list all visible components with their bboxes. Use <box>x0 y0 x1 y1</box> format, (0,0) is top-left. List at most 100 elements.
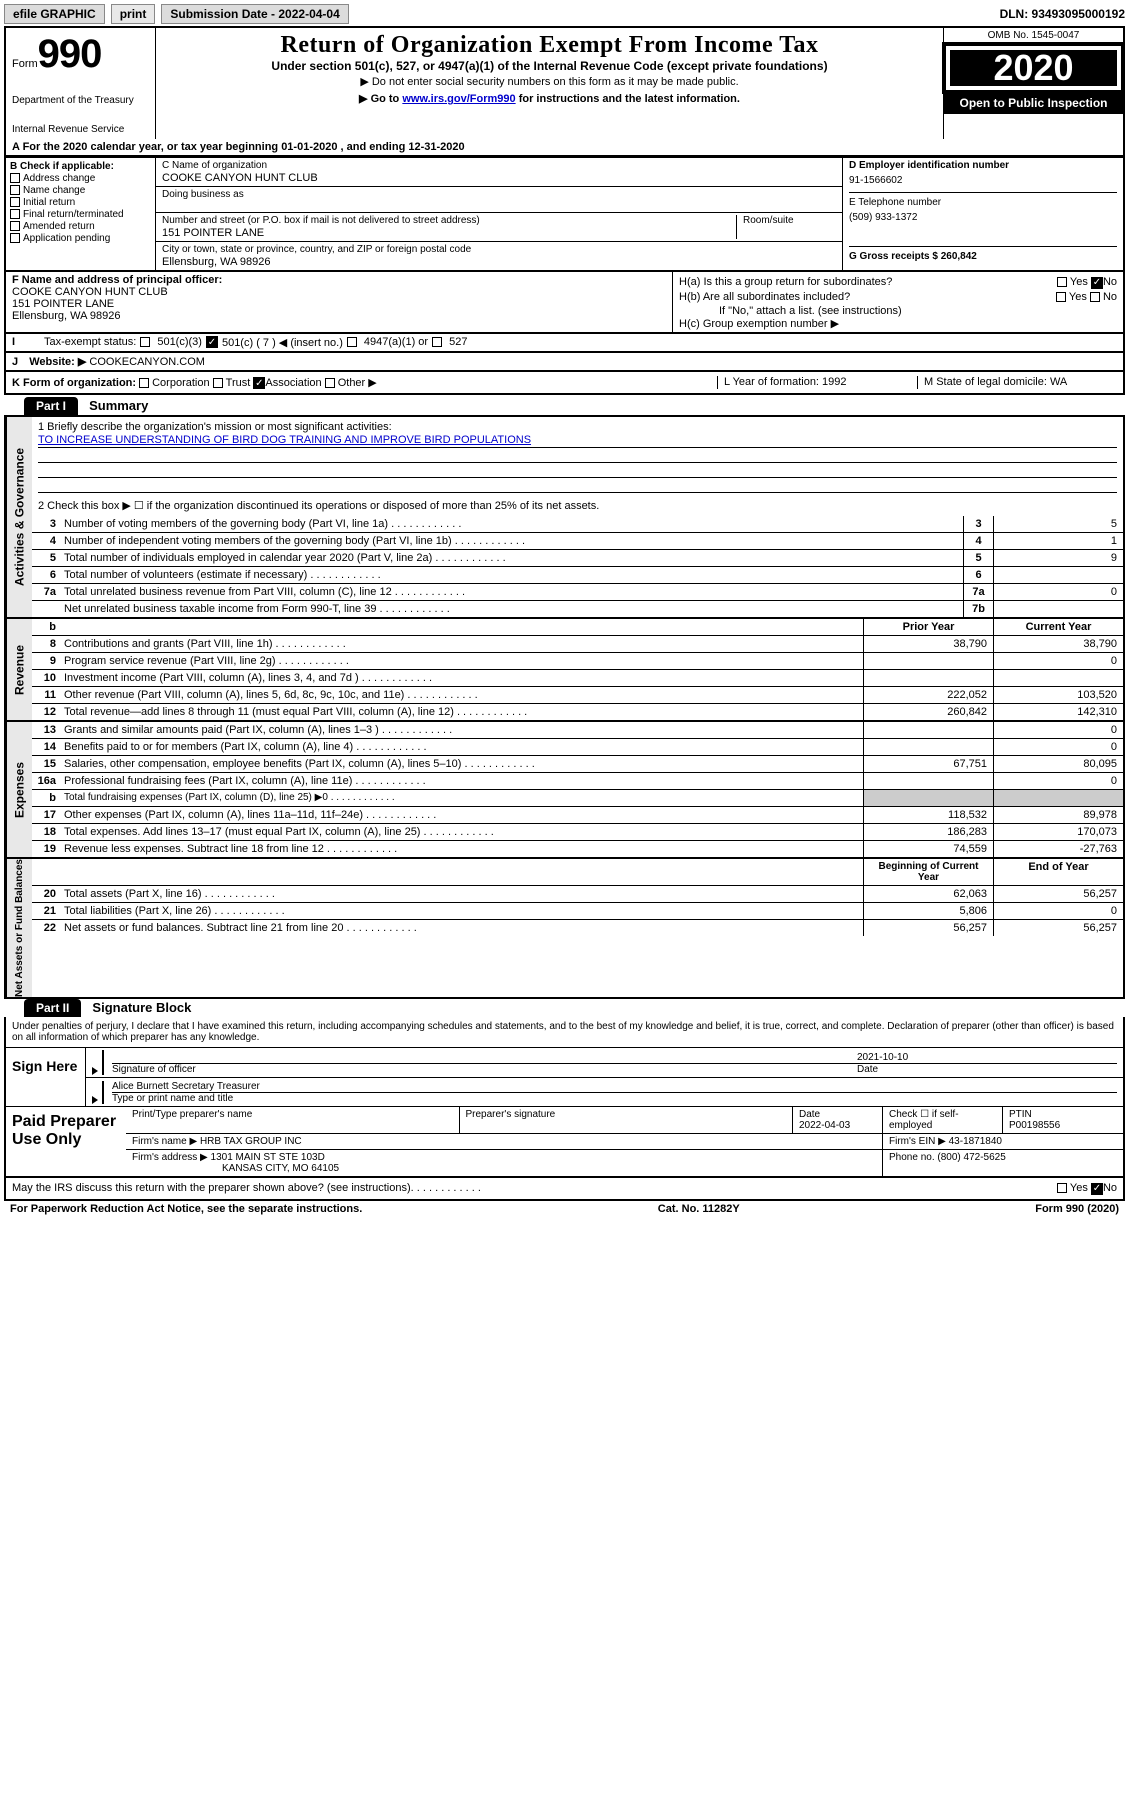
col-deg: D Employer identification number 91-1566… <box>843 158 1123 270</box>
gov-row: Net unrelated business taxable income fr… <box>32 601 1123 617</box>
ssn-note: ▶ Do not enter social security numbers o… <box>166 75 933 88</box>
name-title-label: Type or print name and title <box>112 1093 1117 1104</box>
fin-row: 12Total revenue—add lines 8 through 11 (… <box>32 704 1123 720</box>
col-b-checkboxes: B Check if applicable: Address change Na… <box>6 158 156 270</box>
print-button[interactable]: print <box>111 4 156 24</box>
row-fh: F Name and address of principal officer:… <box>4 272 1125 334</box>
discuss-row: May the IRS discuss this return with the… <box>4 1178 1125 1201</box>
website: COOKECANYON.COM <box>89 356 205 368</box>
preparer-sig-label: Preparer's signature <box>460 1107 794 1133</box>
phone: (509) 933-1372 <box>849 212 1117 223</box>
chk-assoc[interactable]: ✓ <box>253 377 265 389</box>
part1-header: Part I <box>24 397 78 415</box>
header-mid: Return of Organization Exempt From Incom… <box>156 28 943 139</box>
irs-link[interactable]: www.irs.gov/Form990 <box>402 93 515 105</box>
chk-527[interactable] <box>432 337 442 347</box>
form-number: 990 <box>38 32 102 76</box>
gov-row: 6Total number of volunteers (estimate if… <box>32 567 1123 584</box>
chk-initial[interactable] <box>10 197 20 207</box>
submission-date: Submission Date - 2022-04-04 <box>161 4 348 24</box>
chk-other[interactable] <box>325 378 335 388</box>
dept-treasury: Department of the Treasury <box>12 95 149 106</box>
chk-4947[interactable] <box>347 337 357 347</box>
city-label: City or town, state or province, country… <box>162 244 836 255</box>
form-header: Form990 Department of the Treasury Inter… <box>4 26 1125 139</box>
fin-row: 15Salaries, other compensation, employee… <box>32 756 1123 773</box>
tax-year: 2020 <box>946 46 1121 90</box>
col-b-title: B Check if applicable: <box>10 161 151 172</box>
sidebar-expenses: Expenses <box>6 722 32 857</box>
ha-yes[interactable] <box>1057 277 1067 287</box>
begin-year-header: Beginning of Current Year <box>863 859 993 885</box>
sidebar-governance: Activities & Governance <box>6 417 32 617</box>
sig-arrow-icon <box>92 1067 98 1075</box>
hc-label: H(c) Group exemption number ▶ <box>679 317 1117 330</box>
header-left: Form990 Department of the Treasury Inter… <box>6 28 156 139</box>
fin-row: 16aProfessional fundraising fees (Part I… <box>32 773 1123 790</box>
dba-label: Doing business as <box>162 189 836 200</box>
fin-row: 10Investment income (Part VIII, column (… <box>32 670 1123 687</box>
website-label: Website: ▶ <box>29 356 86 368</box>
paid-preparer-label: Paid Preparer Use Only <box>6 1107 126 1176</box>
room-label: Room/suite <box>743 215 836 226</box>
officer-name-title: Alice Burnett Secretary Treasurer <box>112 1081 1117 1093</box>
fin-row: bTotal fundraising expenses (Part IX, co… <box>32 790 1123 807</box>
chk-amended[interactable] <box>10 221 20 231</box>
chk-trust[interactable] <box>213 378 223 388</box>
fin-row: 17Other expenses (Part IX, column (A), l… <box>32 807 1123 824</box>
fin-row: 19Revenue less expenses. Subtract line 1… <box>32 841 1123 857</box>
firm-ein: 43-1871840 <box>949 1136 1002 1147</box>
gov-row: 3Number of voting members of the governi… <box>32 516 1123 533</box>
chk-name[interactable] <box>10 185 20 195</box>
gross-receipts: G Gross receipts $ 260,842 <box>849 251 1117 262</box>
tax-status-label: Tax-exempt status: <box>44 336 136 348</box>
sig-arrow2-icon <box>92 1096 98 1104</box>
open-inspection: Open to Public Inspection <box>944 92 1123 114</box>
addr: 151 POINTER LANE <box>162 227 736 239</box>
cat-no: Cat. No. 11282Y <box>658 1203 740 1215</box>
k-label: K Form of organization: <box>12 377 136 389</box>
summary-revenue: Revenue b Prior Year Current Year 8Contr… <box>4 619 1125 722</box>
discuss-no[interactable]: ✓ <box>1091 1183 1103 1195</box>
year-formation: L Year of formation: 1992 <box>717 376 917 390</box>
header-right: OMB No. 1545-0047 2020 Open to Public In… <box>943 28 1123 139</box>
ein: 91-1566602 <box>849 175 1117 186</box>
group-return: H(a) Is this a group return for subordin… <box>673 272 1123 332</box>
fin-row: 13Grants and similar amounts paid (Part … <box>32 722 1123 739</box>
officer-addr1: 151 POINTER LANE <box>12 298 666 310</box>
part2-title: Signature Block <box>92 1000 191 1015</box>
omb-number: OMB No. 1545-0047 <box>944 28 1123 44</box>
chk-corp[interactable] <box>139 378 149 388</box>
signature-block: Under penalties of perjury, I declare th… <box>4 1017 1125 1178</box>
chk-final[interactable] <box>10 209 20 219</box>
ha-label: H(a) Is this a group return for subordin… <box>679 276 892 289</box>
ha-no[interactable]: ✓ <box>1091 277 1103 289</box>
addr-label: Number and street (or P.O. box if mail i… <box>162 215 736 226</box>
gov-row: 5Total number of individuals employed in… <box>32 550 1123 567</box>
chk-501c[interactable]: ✓ <box>206 336 218 348</box>
chk-address[interactable] <box>10 173 20 183</box>
part1-title: Summary <box>89 398 148 413</box>
chk-pending[interactable] <box>10 233 20 243</box>
fin-row: 11Other revenue (Part VIII, column (A), … <box>32 687 1123 704</box>
self-employed: Check ☐ if self-employed <box>883 1107 1003 1133</box>
mission-block: 1 Briefly describe the organization's mi… <box>32 417 1123 516</box>
org-name: COOKE CANYON HUNT CLUB <box>162 172 836 184</box>
hb-yes[interactable] <box>1056 292 1066 302</box>
prior-year-header: Prior Year <box>863 619 993 635</box>
hb-note: If "No," attach a list. (see instruction… <box>679 305 1117 317</box>
efile-button[interactable]: efile GRAPHIC <box>4 4 105 24</box>
sidebar-revenue: Revenue <box>6 619 32 720</box>
principal-officer: F Name and address of principal officer:… <box>6 272 673 332</box>
paid-preparer: Paid Preparer Use Only Print/Type prepar… <box>6 1106 1123 1176</box>
hb-no[interactable] <box>1090 292 1100 302</box>
summary-net: Net Assets or Fund Balances Beginning of… <box>4 859 1125 999</box>
mission-text: TO INCREASE UNDERSTANDING OF BIRD DOG TR… <box>38 433 1117 448</box>
discuss-yes[interactable] <box>1057 1183 1067 1193</box>
fin-row: 22Net assets or fund balances. Subtract … <box>32 920 1123 936</box>
firm-addr2: KANSAS CITY, MO 64105 <box>132 1163 876 1174</box>
firm-phone: (800) 472-5625 <box>937 1152 1005 1163</box>
phone-label: E Telephone number <box>849 197 1117 208</box>
chk-501c3[interactable] <box>140 337 150 347</box>
instructions-link: ▶ Go to www.irs.gov/Form990 for instruct… <box>166 92 933 105</box>
